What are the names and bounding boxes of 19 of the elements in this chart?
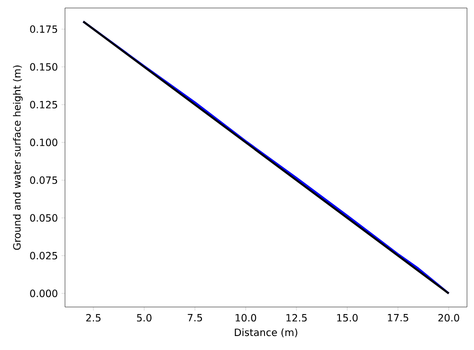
- x-tick-label: 17.5: [388, 314, 408, 322]
- y-tick-label: 0.075: [30, 176, 58, 184]
- y-tick-label: 0.100: [30, 138, 58, 146]
- y-tick-label: 0.175: [30, 25, 58, 33]
- x-tick-label: 12.5: [286, 314, 307, 322]
- y-tick-label: 0.000: [30, 290, 58, 298]
- y-tick-label: 0.025: [30, 252, 58, 260]
- x-tick-label: 15.0: [337, 314, 358, 322]
- y-tick-label: 0.150: [30, 63, 58, 71]
- y-tick-label: 0.125: [30, 100, 58, 108]
- x-tick-label: 5.0: [137, 314, 152, 322]
- y-tick-label: 0.050: [30, 214, 58, 222]
- line-series: [82, 20, 450, 294]
- x-axis-title: Distance (m): [234, 328, 298, 338]
- y-axis-title: Ground and water surface height (m): [12, 66, 23, 250]
- x-tick-label: 2.5: [86, 314, 100, 322]
- x-tick-label: 10.0: [236, 314, 256, 322]
- x-tick-label: 20.0: [438, 314, 460, 322]
- x-tick-label: 7.5: [188, 314, 202, 322]
